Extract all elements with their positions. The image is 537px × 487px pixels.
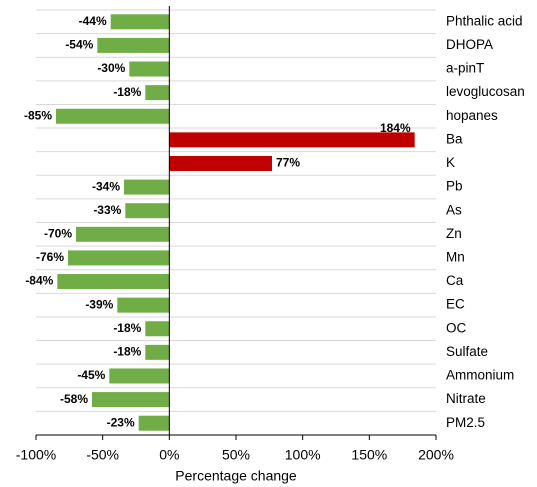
x-tick-label: 50% — [222, 447, 250, 463]
bar — [145, 85, 170, 101]
x-tick-label: 100% — [285, 447, 321, 463]
value-label: 77% — [276, 156, 300, 170]
bar — [68, 250, 170, 266]
bar — [129, 61, 170, 77]
category-label: Ca — [446, 273, 464, 288]
value-label: -70% — [44, 226, 72, 240]
category-label: EC — [446, 297, 465, 312]
value-label: -54% — [65, 38, 93, 52]
value-label: -84% — [25, 274, 53, 288]
category-label: DHOPA — [446, 37, 493, 52]
value-label: -58% — [60, 392, 88, 406]
value-label: -34% — [92, 179, 120, 193]
bar — [138, 415, 170, 431]
value-label: -30% — [97, 61, 125, 75]
category-label: a-pinT — [446, 61, 484, 76]
bar — [110, 14, 170, 30]
category-label: Mn — [446, 249, 465, 264]
bar — [56, 108, 170, 124]
value-label: -45% — [77, 368, 105, 382]
value-label: -18% — [113, 85, 141, 99]
value-label: -85% — [24, 108, 52, 122]
value-label: -39% — [85, 297, 113, 311]
bar — [109, 368, 170, 384]
bar — [76, 226, 170, 242]
x-tick-label: 200% — [418, 447, 454, 463]
category-label: Zn — [446, 226, 462, 241]
bar — [57, 274, 170, 290]
category-label: Phthalic acid — [446, 13, 523, 28]
x-tick-label: -100% — [16, 447, 56, 463]
value-label: -18% — [113, 321, 141, 335]
x-axis-title: Percentage change — [175, 468, 297, 484]
category-label: Ba — [446, 131, 463, 146]
bar — [97, 37, 170, 53]
value-label: -33% — [93, 203, 121, 217]
bar — [145, 344, 170, 360]
category-label: Ammonium — [446, 368, 514, 383]
category-label: K — [446, 155, 455, 170]
category-label: Sulfate — [446, 344, 488, 359]
value-label: -44% — [79, 14, 107, 28]
value-label: -18% — [113, 345, 141, 359]
x-tick-label: -50% — [86, 447, 119, 463]
value-label: 184% — [380, 121, 411, 135]
bar — [124, 179, 170, 195]
category-label: levoglucosan — [446, 84, 525, 99]
bar — [169, 132, 415, 148]
category-label: PM2.5 — [446, 415, 485, 430]
value-label: -76% — [36, 250, 64, 264]
category-label: OC — [446, 320, 467, 335]
category-label: Nitrate — [446, 391, 486, 406]
bar — [125, 203, 170, 219]
category-label: As — [446, 202, 462, 217]
bar — [92, 392, 170, 408]
value-label: -23% — [107, 415, 135, 429]
bar — [145, 321, 170, 337]
bar — [169, 155, 272, 171]
category-label: Pb — [446, 179, 463, 194]
category-label: hopanes — [446, 108, 498, 123]
x-tick-label: 150% — [351, 447, 387, 463]
x-tick-label: 0% — [159, 447, 179, 463]
bar — [117, 297, 170, 313]
